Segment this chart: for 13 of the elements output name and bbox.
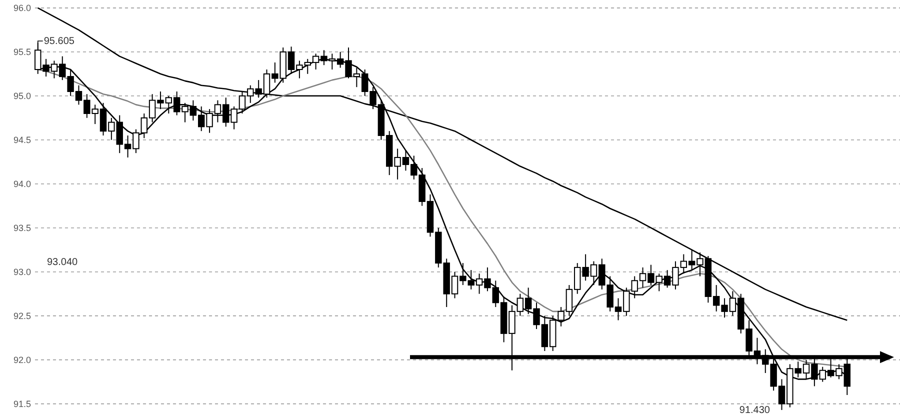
y-tick-label: 93.5 xyxy=(13,223,31,234)
annotation: 91.430 xyxy=(739,405,770,416)
annotation: 95.605 xyxy=(44,36,75,47)
y-tick-label: 94.0 xyxy=(13,179,31,190)
y-tick-label: 95.5 xyxy=(13,47,31,58)
y-tick-label: 94.5 xyxy=(13,135,31,146)
y-tick-label: 95.0 xyxy=(13,91,31,102)
y-tick-label: 93.0 xyxy=(13,266,31,277)
annotation: 93.040 xyxy=(47,257,78,268)
y-tick-label: 92.5 xyxy=(13,310,31,321)
y-tick-label: 96.0 xyxy=(13,3,31,14)
y-tick-label: 92.0 xyxy=(13,354,31,365)
y-tick-label: 91.5 xyxy=(13,398,31,409)
